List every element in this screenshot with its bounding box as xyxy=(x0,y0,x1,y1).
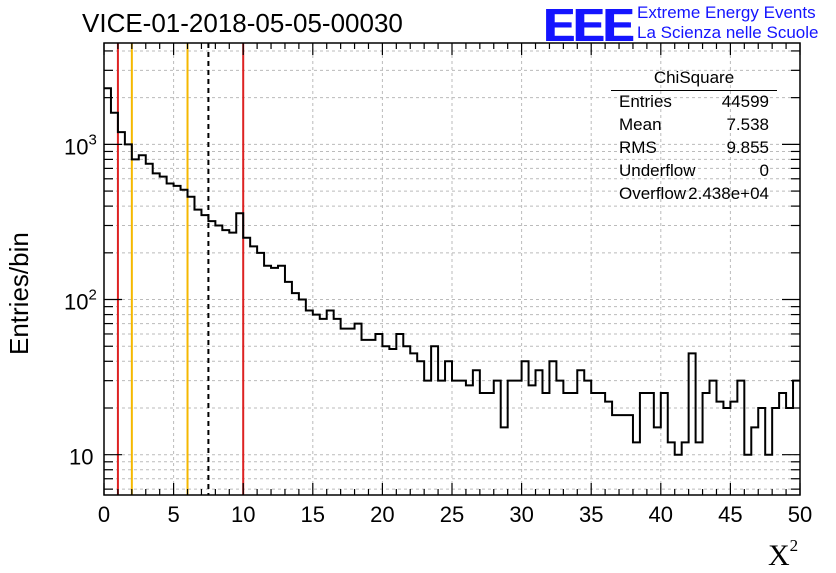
x-axis-label: X2 xyxy=(768,536,798,573)
x-tick-label: 35 xyxy=(579,502,603,527)
stats-box: ChiSquare Entries 44599 Mean 7.538 RMS 9… xyxy=(611,68,777,208)
y-tick-label: 103 xyxy=(64,131,97,159)
x-tick-label: 15 xyxy=(301,502,325,527)
x-tick-label: 20 xyxy=(370,502,394,527)
stats-label: RMS xyxy=(619,138,657,157)
x-axis-label-base: X xyxy=(768,539,790,572)
y-tick-exponent: 2 xyxy=(88,287,96,304)
stats-label: Entries xyxy=(619,92,672,111)
stats-row: Underflow 0 xyxy=(619,161,769,183)
x-axis: 0 5 10 15 20 25 30 35 40 45 50 xyxy=(98,43,812,527)
eee-subtitle-2: La Scienza nelle Scuole xyxy=(637,23,819,42)
stats-row: RMS 9.855 xyxy=(619,138,769,160)
x-tick-label: 5 xyxy=(167,502,179,527)
y-axis-label: Entries/bin xyxy=(4,232,34,355)
eee-subtitle-1: Extreme Energy Events xyxy=(637,3,816,22)
eee-logo: EEE xyxy=(543,0,633,51)
stats-value: 44599 xyxy=(721,92,769,111)
stats-value: 2.438e+04 xyxy=(688,184,769,203)
y-tick-label: 102 xyxy=(64,287,97,315)
histogram-series xyxy=(104,87,800,456)
stats-value: 0 xyxy=(759,161,769,180)
y-tick-label: 10 xyxy=(69,445,93,470)
chart-title: VICE-01-2018-05-05-00030 xyxy=(82,8,403,38)
stats-value: 7.538 xyxy=(726,115,769,134)
stats-label: Overflow xyxy=(619,184,687,203)
reference-lines xyxy=(116,43,245,495)
x-tick-label: 50 xyxy=(788,502,812,527)
y-tick-exponent: 3 xyxy=(88,131,96,148)
stats-value: 9.855 xyxy=(726,138,769,157)
x-axis-label-exponent: 2 xyxy=(789,536,799,555)
stats-row: Mean 7.538 xyxy=(619,115,769,137)
stats-label: Mean xyxy=(619,115,662,134)
stats-title: ChiSquare xyxy=(653,68,735,87)
x-tick-label: 10 xyxy=(231,502,255,527)
x-tick-label: 40 xyxy=(649,502,673,527)
histogram-line xyxy=(104,87,800,456)
x-tick-label: 25 xyxy=(440,502,464,527)
stats-row: Entries 44599 xyxy=(619,92,769,114)
x-tick-label: 0 xyxy=(98,502,110,527)
x-tick-label: 45 xyxy=(718,502,742,527)
x-tick-label: 30 xyxy=(509,502,533,527)
stats-divider xyxy=(611,90,777,91)
stats-row: Overflow 2.438e+04 xyxy=(619,184,769,206)
stats-label: Underflow xyxy=(619,161,696,180)
